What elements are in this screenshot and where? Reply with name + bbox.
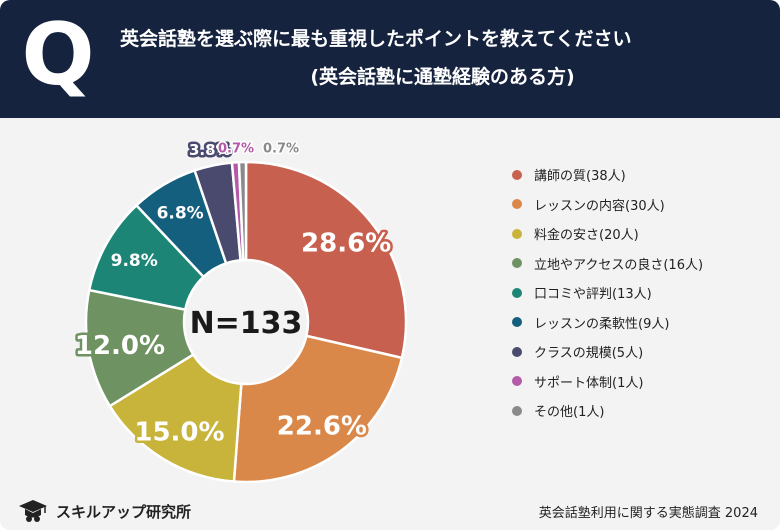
donut-slices <box>84 160 408 484</box>
value-label-8: 0.7% <box>218 142 254 157</box>
graduation-cap-icon <box>19 500 47 522</box>
brand-logo: スキルアップ研究所 <box>18 498 191 524</box>
brand-name: スキルアップ研究所 <box>56 502 192 521</box>
legend-label: レッスンの内容(30人) <box>534 198 665 214</box>
legend-swatch <box>512 376 522 387</box>
legend-swatch <box>512 346 522 357</box>
legend-item-5: 口コミや評判(13人) <box>512 278 772 308</box>
donut-chart: 28.6%22.6%15.0%12.0%9.8%6.8%3.8%0.7% 0.7%… <box>72 139 408 484</box>
value-label-1: 28.6% <box>301 229 391 259</box>
legend-swatch <box>512 169 522 180</box>
legend-swatch <box>512 258 522 269</box>
legend-item-8: サポート体制(1人) <box>512 367 772 397</box>
legend-item-3: 料金の安さ(20人) <box>512 219 772 249</box>
slice-1 <box>244 160 408 360</box>
value-label-9: 0.7% <box>263 142 299 157</box>
slice-value-labels: 28.6%22.6%15.0%12.0%9.8%6.8%3.8%0.7% 0.7% <box>72 139 393 451</box>
legend-label: 料金の安さ(20人) <box>534 228 639 244</box>
legend-item-6: レッスンの柔軟性(9人) <box>512 308 772 338</box>
value-label-6: 6.8% <box>157 203 204 223</box>
legend-swatch <box>512 287 522 298</box>
legend-item-2: レッスンの内容(30人) <box>512 190 772 220</box>
legend-item-7: クラスの規模(5人) <box>512 337 772 367</box>
legend-swatch <box>512 405 522 416</box>
question-header: Q 英会話塾を選ぶ際に最も重視したポイントを教えてください (英会話塾に通塾経験… <box>0 0 780 118</box>
value-label-7: 3.8% <box>189 141 231 159</box>
value-label-2: 22.6% <box>277 411 367 441</box>
survey-source: 英会話塾利用に関する実態調査 2024 <box>538 506 758 521</box>
legend-label: 講師の質(38人) <box>534 169 626 185</box>
legend-swatch <box>512 228 522 239</box>
legend-label: その他(1人) <box>534 405 605 421</box>
legend-label: サポート体制(1人) <box>534 375 644 391</box>
legend-label: クラスの規模(5人) <box>534 346 644 362</box>
slice-9 <box>237 160 248 262</box>
legend-swatch <box>512 317 522 328</box>
legend-label: レッスンの柔軟性(9人) <box>534 316 670 332</box>
question-title: 英会話塾を選ぶ際に最も重視したポイントを教えてください <box>120 28 632 50</box>
q-mark: Q <box>21 5 95 105</box>
sample-size-label: N=133 <box>190 306 303 341</box>
legend-item-9: その他(1人) <box>512 396 772 426</box>
legend-item-1: 講師の質(38人) <box>512 160 772 190</box>
value-label-5: 9.8% <box>111 251 158 271</box>
question-subtitle: (英会話塾に通塾経験のある方) <box>310 66 575 88</box>
legend-swatch <box>512 199 522 210</box>
legend-label: 口コミや評判(13人) <box>534 287 652 303</box>
legend-item-4: 立地やアクセスの良さ(16人) <box>512 249 772 279</box>
value-label-3: 15.0% <box>134 418 224 448</box>
legend-label: 立地やアクセスの良さ(16人) <box>534 257 704 273</box>
chart-legend: 講師の質(38人) レッスンの内容(30人) 料金の安さ(20人) 立地やアクセスの良… <box>512 160 772 426</box>
slice-2 <box>232 334 404 484</box>
value-label-4: 12.0% <box>75 331 165 361</box>
